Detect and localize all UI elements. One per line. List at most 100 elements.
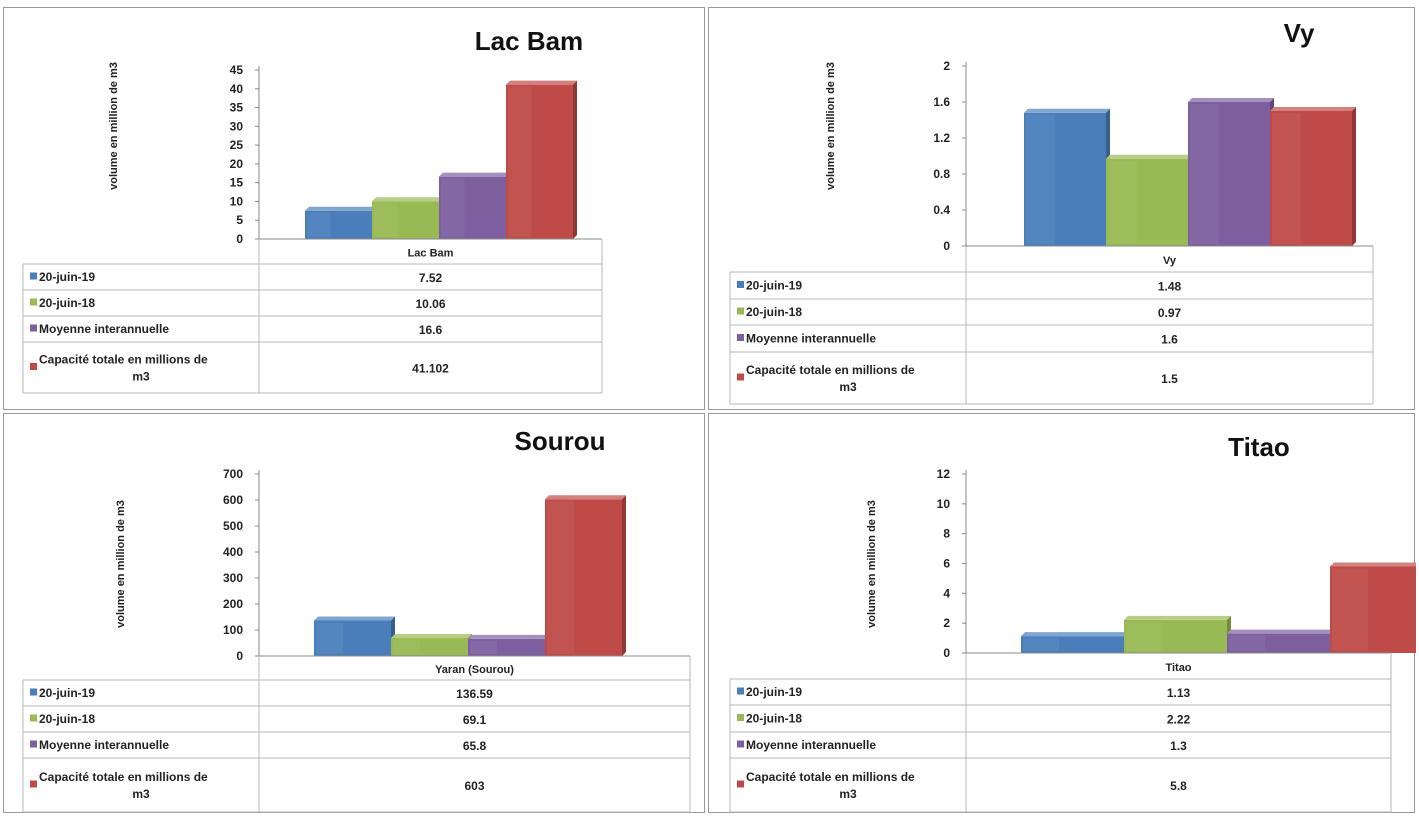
series-name: 20-juin-19 [39,686,95,700]
legend-key-2 [30,714,37,722]
data-value: 5.8 [1170,779,1187,793]
bar-face [506,84,573,239]
bar-highlight [441,178,465,237]
chart-svg-sourou: Sourou volume en million de m3 0 100 200 300 4… [22,426,691,813]
chart-panel-titao: Titao volume en million de m3 0 2 4 6 8 10 12 Tit… [708,413,1416,813]
data-value: 0.97 [1158,306,1182,320]
series-name: 20-juin-18 [746,712,802,726]
legend-key-1 [737,281,744,288]
bar-top [1106,154,1192,159]
bar-top [506,80,577,85]
legend-key-2 [737,714,744,721]
bar-highlight [1026,114,1055,244]
bar-top [1188,98,1274,102]
data-value: 1.5 [1161,372,1178,386]
legend-key-4 [30,363,37,370]
bar-4 [506,80,577,239]
bar-top [314,616,395,621]
y-tick-label: 500 [223,519,243,533]
series-name: 20-juin-19 [746,279,802,293]
data-value: 41.102 [412,362,449,376]
y-tick-label: 2 [943,616,950,630]
data-value: 1.48 [1158,280,1182,294]
bar-face [1021,636,1124,653]
bar-top [391,634,472,639]
bar-face [545,499,622,656]
bar-4 [1270,107,1356,246]
bar-top [1227,629,1334,634]
legend-key-4 [30,780,37,788]
bar-top [545,495,626,500]
legend-key-3 [30,740,37,748]
series-name: 20-juin-19 [39,270,95,284]
bar-highlight [393,640,420,654]
chart-svg-lac-bam: Lac Bam volume en million de m3 0 5 10 15 20 25… [22,26,603,394]
y-tick-label: 1.6 [933,95,950,109]
series-name-cont: m3 [839,787,857,801]
bar-side [622,495,626,656]
series-name: 20-juin-19 [746,685,802,699]
bar-highlight [1190,104,1219,244]
series-name-cont: m3 [132,370,150,384]
series-name: Capacité totale en millions de [746,770,915,784]
bar-highlight [1272,113,1301,244]
bar-face [1106,158,1188,246]
bar-top [1270,107,1356,111]
y-tick-label: 0.4 [933,203,950,217]
bar-3 [1227,629,1334,653]
y-tick-label: 30 [230,119,244,133]
bar-top [1330,562,1416,567]
bar-1 [305,206,376,239]
legend-key-4 [737,780,744,788]
bar-face [468,638,545,656]
data-value: 1.3 [1170,739,1187,753]
series-name: Moyenne interannuelle [746,738,876,752]
bar-1 [1024,108,1110,246]
legend-key-3 [737,334,744,341]
bar-2 [1106,154,1192,246]
bar-1 [314,616,395,656]
bar-highlight [470,640,497,654]
data-value: 603 [464,779,484,793]
bar-highlight [508,86,532,237]
series-name: 20-juin-18 [39,712,95,726]
series-name: Moyenne interannuelle [39,322,169,336]
series-name: Capacité totale en millions de [39,353,208,367]
legend-key-1 [30,272,37,280]
y-tick-label: 15 [230,176,244,190]
y-tick-label: 0 [943,239,950,253]
data-value: 16.6 [419,323,443,337]
legend-key-1 [30,688,37,696]
bar-3 [468,634,549,656]
y-tick-label: 1.2 [933,131,950,145]
legend-key-3 [30,324,37,332]
bar-highlight [1108,160,1137,244]
bar-side [1352,107,1356,246]
y-tick-label: 10 [230,194,244,208]
bar-2 [391,634,472,656]
bar-face [1227,633,1330,653]
series-name: 20-juin-18 [39,296,95,310]
bar-face [1188,102,1270,246]
y-axis-label: volume en million de m3 [108,62,120,190]
bar-top [439,172,510,177]
bar-face [439,176,506,239]
y-tick-label: 10 [937,497,951,511]
bar-top [1124,615,1231,620]
bar-top [372,197,443,202]
y-tick-label: 0 [236,649,243,663]
data-value: 10.06 [415,297,445,311]
category-label: Yaran (Sourou) [435,664,514,676]
chart-title: Sourou [515,426,606,456]
y-tick-label: 0 [943,646,950,660]
chart-title: Titao [1228,432,1290,462]
y-tick-label: 8 [943,527,950,541]
chart-panel-sourou: Sourou volume en million de m3 0 100 200 300 4… [3,413,705,813]
category-label: Lac Bam [408,248,454,260]
legend-key-3 [737,740,744,748]
series-name: Capacité totale en millions de [746,363,915,377]
bar-top [1021,632,1128,637]
chart-title: Lac Bam [475,26,583,56]
y-axis-label: volume en million de m3 [825,62,837,190]
data-value: 1.13 [1167,686,1191,700]
